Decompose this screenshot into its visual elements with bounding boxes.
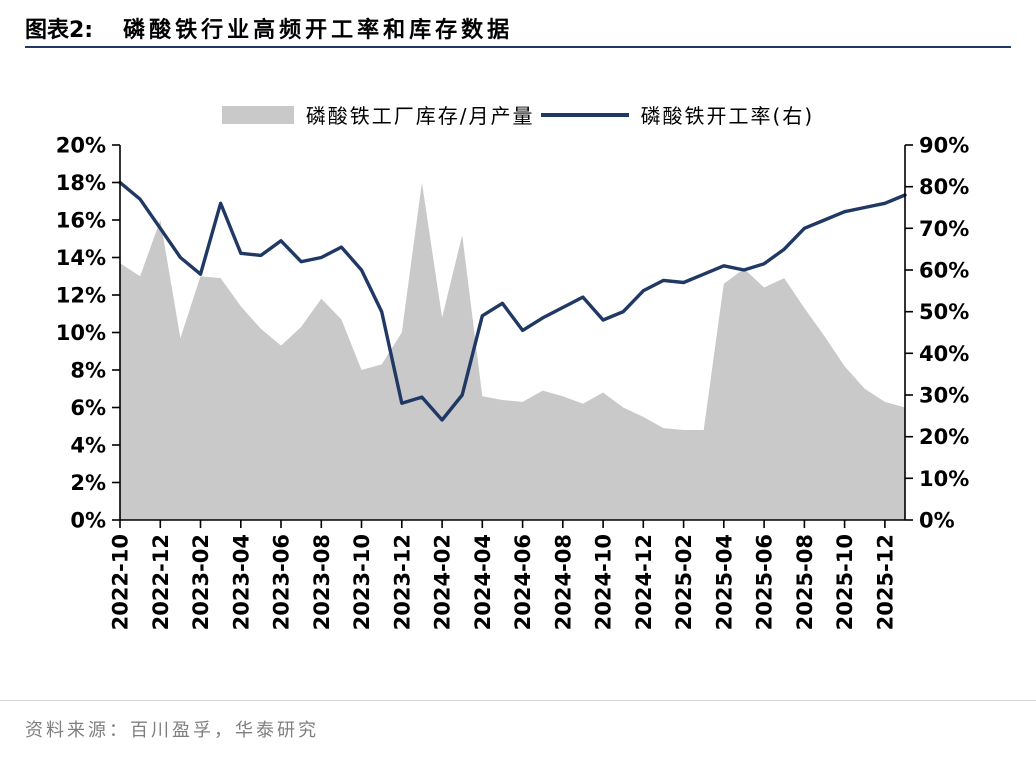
right-axis-tick-label: 80%: [919, 175, 969, 199]
left-axis-tick-label: 4%: [70, 434, 106, 458]
x-axis-tick-label: 2024-06: [511, 534, 535, 630]
source-note: 资料来源：百川盈孚，华泰研究: [25, 720, 319, 741]
x-axis-tick-label: 2023-08: [310, 534, 334, 630]
left-axis-tick-label: 14%: [56, 246, 106, 270]
right-axis-tick-label: 50%: [919, 300, 969, 324]
x-axis-tick-label: 2024-04: [471, 534, 495, 630]
legend-label-inventory: 磷酸铁工厂库存/月产量: [305, 104, 535, 128]
x-axis-tick-label: 2025-12: [873, 534, 897, 630]
x-axis-tick-label: 2023-02: [189, 534, 213, 630]
x-axis-tick-label: 2023-06: [270, 534, 294, 630]
right-axis-tick-label: 20%: [919, 425, 969, 449]
x-axis-tick-label: 2024-10: [592, 534, 616, 630]
right-axis-tick-label: 10%: [919, 467, 969, 491]
right-axis-tick-label: 60%: [919, 259, 969, 283]
right-axis-tick-label: 30%: [919, 384, 969, 408]
x-axis-tick-label: 2022-10: [109, 534, 133, 630]
x-axis-tick-label: 2023-12: [390, 534, 414, 630]
left-axis-tick-label: 0%: [70, 509, 106, 533]
page-title: 磷酸铁行业高频开工率和库存数据: [123, 18, 514, 43]
operating-rate-line-series: [118, 180, 907, 422]
figure-title-row: 图表2: 磷酸铁行业高频开工率和库存数据: [25, 12, 513, 44]
left-axis-tick-label: 12%: [56, 284, 106, 308]
x-axis-tick-label: 2024-08: [551, 534, 575, 630]
x-axis-tick-label: 2025-06: [753, 534, 777, 630]
left-axis-tick-label: 10%: [56, 321, 106, 345]
right-axis-tick-label: 70%: [919, 217, 969, 241]
x-axis-tick-label: 2025-04: [712, 534, 736, 630]
x-axis-tick-label: 2022-12: [149, 534, 173, 630]
x-axis-tick-label: 2025-10: [833, 534, 857, 630]
left-axis-tick-label: 8%: [70, 359, 106, 383]
chart-legend: 磷酸铁工厂库存/月产量 磷酸铁开工率(右): [0, 100, 1036, 129]
left-axis-tick-label: 20%: [56, 134, 106, 158]
x-axis-tick-label: 2024-12: [632, 534, 656, 630]
left-axis-tick-label: 2%: [70, 471, 106, 495]
left-axis-tick-label: 6%: [70, 396, 106, 420]
right-axis-tick-label: 0%: [919, 509, 955, 533]
right-axis-tick-label: 40%: [919, 342, 969, 366]
right-axis-tick-label: 90%: [919, 134, 969, 158]
figure-label: 图表2:: [25, 18, 94, 43]
operating-rate-line-swatch-icon: [540, 112, 629, 117]
inventory-operating-rate-chart: 0% 2% 4% 6% 8% 10% 12% 14% 16% 18% 20% 0% 10% 20% 30% 4…: [56, 134, 970, 631]
title-divider: [25, 46, 1011, 48]
legend-item-inventory: 磷酸铁工厂库存/月产量: [221, 100, 535, 129]
legend-label-operating-rate: 磷酸铁开工率(右): [640, 104, 815, 128]
inventory-area-swatch-icon: [221, 105, 294, 124]
left-axis-tick-label: 16%: [56, 209, 106, 233]
x-axis-tick-label: 2023-04: [229, 534, 253, 630]
x-axis-tick-label: 2025-08: [793, 534, 817, 630]
x-axis-tick-label: 2023-10: [350, 534, 374, 630]
left-axis-tick-label: 18%: [56, 171, 106, 195]
x-axis-tick-label: 2024-02: [431, 534, 455, 630]
legend-item-operating-rate: 磷酸铁开工率(右): [540, 100, 815, 129]
inventory-area-series: [120, 182, 905, 520]
x-axis-tick-label: 2025-02: [672, 534, 696, 630]
footer-divider: [0, 700, 1036, 701]
